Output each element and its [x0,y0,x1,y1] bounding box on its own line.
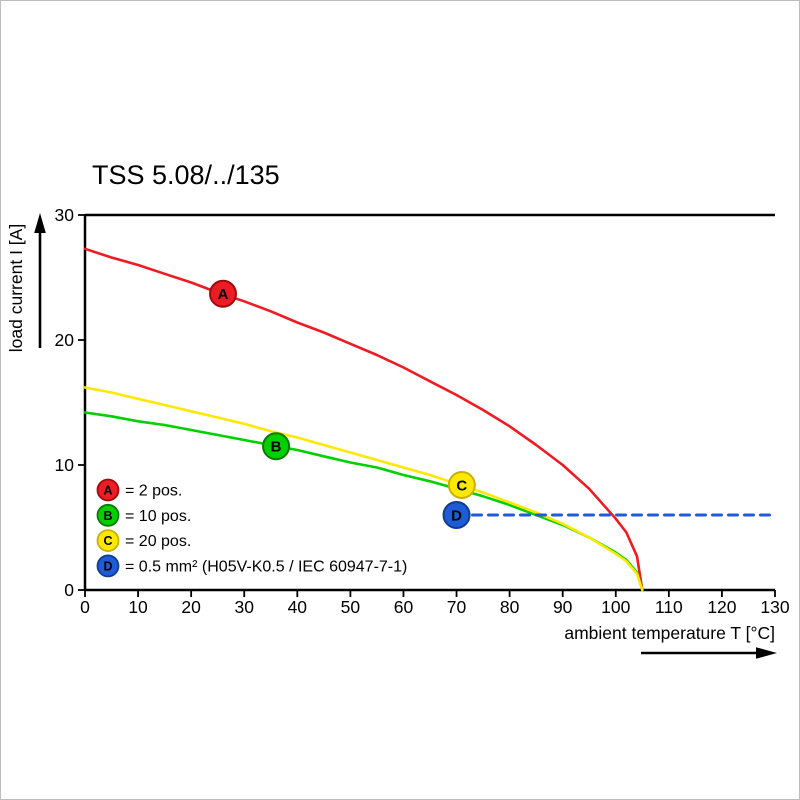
y-axis-arrow-icon [34,213,46,348]
marker-circle [209,279,237,308]
curve-C [83,386,644,592]
legend-item-D: D = 0.5 mm² (H05V-K0.5 / IEC 60947-7-1) [96,554,407,578]
x-tick-label: 70 [447,597,467,617]
chart-title: TSS 5.08/../135 [92,160,280,190]
marker-B: B [262,432,291,461]
curves [83,247,777,592]
legend-marker-letter: B [103,509,112,523]
x-tick-label: 90 [553,597,573,617]
y-axis-label: load current I [A] [6,224,26,352]
marker-D: D [442,501,471,529]
x-tick-label: 110 [655,597,683,617]
legend: A = 2 pos. B = 10 pos. C = 20 pos. D = 0.5 mm² … [96,478,407,578]
y-tick-label: 30 [55,205,75,225]
marker-circle [447,471,476,499]
x-axis-arrow-icon [641,647,777,659]
axes: 0 10 20 30 40 50 60 70 80 90 100 110 120 130 0 10 20 30 [55,205,790,617]
legend-marker-icon [96,478,120,502]
y-tick-label: 10 [55,455,75,475]
legend-label: = 20 pos. [125,533,191,550]
legend-marker-icon [96,503,120,527]
marker-letter: D [451,507,462,524]
legend-label: = 2 pos. [125,483,182,500]
marker-letter: A [218,286,229,303]
x-axis-label-group: ambient temperature T [°C] [564,623,777,659]
x-tick-label: 130 [760,597,789,617]
marker-C: C [447,471,476,499]
legend-marker-letter: D [103,560,112,574]
x-tick-label: 40 [288,597,308,617]
marker-A: A [209,279,237,308]
x-tick-label: 30 [234,597,254,617]
x-tick-label: 80 [500,597,520,617]
curve-markers: A B CD [209,279,476,529]
x-tick-label: 100 [601,597,630,617]
legend-label: = 0.5 mm² (H05V-K0.5 / IEC 60947-7-1) [125,559,407,576]
x-tick-label: 120 [707,597,736,617]
legend-marker-letter: A [103,484,112,498]
legend-marker-icon [96,554,120,578]
x-tick-label: 20 [181,597,201,617]
legend-marker-icon [96,529,120,552]
legend-item-C: C = 20 pos. [96,529,191,552]
legend-label: = 10 pos. [125,508,191,525]
y-tick-label: 20 [55,330,75,350]
marker-letter: B [271,439,282,456]
x-tick-label: 0 [80,597,90,617]
y-axis-label-group: load current I [A] [6,213,46,352]
legend-item-A: A = 2 pos. [96,478,182,502]
marker-circle [262,432,291,461]
marker-letter: C [456,477,467,494]
x-tick-label: 10 [128,597,148,617]
legend-marker-letter: C [103,534,112,548]
y-tick-label: 0 [64,580,74,600]
marker-circle [442,501,471,529]
curve-A [83,247,644,592]
x-tick-label: 50 [341,597,361,617]
x-tick-label: 60 [394,597,414,617]
x-axis-label: ambient temperature T [°C] [564,623,775,643]
legend-item-B: B = 10 pos. [96,503,191,527]
